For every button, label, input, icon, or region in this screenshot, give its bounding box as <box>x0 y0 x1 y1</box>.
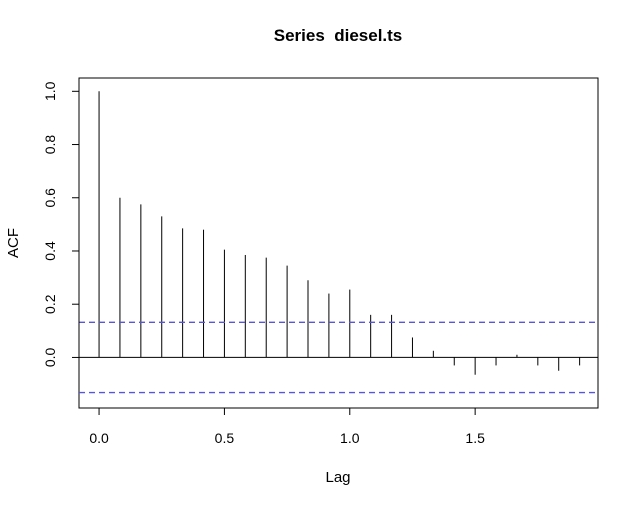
x-axis-label: Lag <box>325 469 350 486</box>
plot-frame <box>78 77 599 409</box>
y-tick-label: 0.4 <box>42 241 58 261</box>
x-tick-label: 1.5 <box>465 430 485 446</box>
x-axis: 0.0 0.5 1.0 1.5 <box>89 407 485 446</box>
x-tick-label: 1.0 <box>340 430 360 446</box>
y-axis-label: ACF <box>5 228 22 258</box>
y-tick-label: 0.8 <box>42 135 58 155</box>
y-tick-label: 0.0 <box>42 347 58 367</box>
y-axis: 0.0 0.2 0.4 0.6 0.8 1.0 <box>42 81 80 367</box>
y-tick-label: 1.0 <box>42 81 58 101</box>
y-tick-label: 0.2 <box>42 294 58 314</box>
chart-title: Series diesel.ts <box>274 26 403 45</box>
x-tick-label: 0.0 <box>89 430 109 446</box>
x-tick-label: 0.5 <box>215 430 235 446</box>
acf-bars <box>98 91 581 375</box>
confidence-bounds <box>79 321 598 394</box>
y-tick-label: 0.6 <box>42 188 58 208</box>
